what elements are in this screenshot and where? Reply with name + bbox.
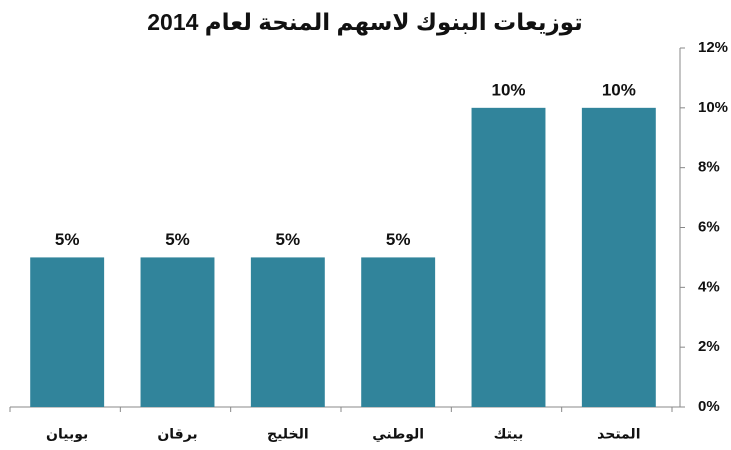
value-label: 10%: [602, 80, 636, 99]
bar: [581, 107, 656, 407]
value-label: 5%: [276, 230, 301, 249]
bar: [471, 107, 546, 407]
chart-title: توزيعات البنوك لاسهم المنحة لعام 2014: [147, 9, 583, 36]
y-tick-label: 2%: [698, 338, 720, 355]
bar: [140, 257, 215, 407]
x-tick-label: الوطني: [372, 426, 424, 443]
y-tick-label: 12%: [698, 39, 728, 56]
value-label: 5%: [165, 230, 190, 249]
y-tick-label: 10%: [698, 99, 728, 116]
y-tick-label: 4%: [698, 278, 720, 295]
bar: [30, 257, 105, 407]
y-tick-label: 6%: [698, 218, 720, 235]
bar: [361, 257, 436, 407]
bar: [250, 257, 325, 407]
value-label: 5%: [55, 230, 80, 249]
value-label: 10%: [491, 80, 525, 99]
x-tick-label: بيتك: [494, 426, 524, 442]
value-label: 5%: [386, 230, 411, 249]
x-tick-label: برقان: [157, 426, 197, 443]
y-tick-label: 8%: [698, 159, 720, 176]
y-tick-label: 0%: [698, 398, 720, 415]
x-tick-label: المتحد: [597, 426, 640, 442]
x-tick-label: بوبيان: [46, 426, 88, 443]
x-tick-label: الخليج: [267, 426, 309, 443]
